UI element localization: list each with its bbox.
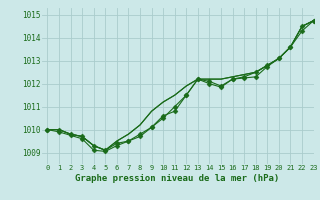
X-axis label: Graphe pression niveau de la mer (hPa): Graphe pression niveau de la mer (hPa) [76,174,280,183]
